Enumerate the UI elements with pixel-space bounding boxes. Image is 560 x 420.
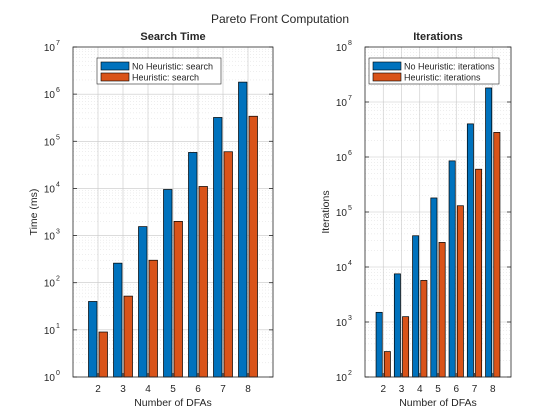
- y-tick-exponent: 6: [348, 150, 352, 157]
- bar-no-heuristic-8: [238, 81, 248, 378]
- x-tick-label: 8: [490, 384, 496, 395]
- bar-heuristic-2: [383, 351, 391, 378]
- figure-title: Pareto Front Computation: [211, 12, 349, 26]
- bar-no-heuristic-8: [485, 87, 493, 378]
- x-tick-label: 2: [380, 384, 386, 395]
- chart-iterations: 10 210 310 410 510 610 710 82 3 4 5 6 7 8IterationsNu…: [320, 31, 512, 409]
- x-tick-label: 7: [472, 384, 478, 395]
- y-axis-label: Time (ms): [28, 189, 40, 236]
- x-tick-label: 6: [453, 384, 459, 395]
- x-tick-label: 8: [245, 384, 251, 395]
- x-tick-label: 3: [399, 384, 405, 395]
- legend-label: No Heuristic: iterations: [404, 62, 495, 72]
- bar-no-heuristic-4: [138, 226, 148, 378]
- y-tick-label: 10: [336, 43, 348, 54]
- y-tick-label: 10: [44, 184, 56, 195]
- y-tick-exponent: 7: [348, 95, 352, 102]
- y-axis-label: Iterations: [320, 190, 332, 233]
- bar-no-heuristic-7: [213, 117, 223, 378]
- y-tick-exponent: 2: [56, 276, 60, 283]
- x-tick-label: 7: [220, 384, 226, 395]
- y-tick-label: 10: [336, 153, 348, 164]
- y-tick-label: 10: [44, 232, 56, 243]
- y-tick-label: 10: [336, 373, 348, 384]
- legend-swatch: [372, 72, 402, 82]
- x-tick-label: 6: [195, 384, 201, 395]
- y-tick-label: 10: [336, 263, 348, 274]
- bar-heuristic-3: [402, 316, 410, 378]
- y-tick-exponent: 4: [348, 260, 352, 267]
- bar-no-heuristic-6: [448, 160, 456, 378]
- panel-title: Search Time: [140, 31, 205, 43]
- bar-no-heuristic-3: [393, 273, 401, 378]
- bar-heuristic-4: [420, 280, 428, 378]
- y-tick-label: 10: [336, 208, 348, 219]
- y-tick-label: 10: [44, 43, 56, 54]
- y-tick-label: 10: [44, 326, 56, 337]
- y-tick-exponent: 7: [56, 40, 60, 47]
- legend-swatch: [372, 61, 402, 71]
- bar-no-heuristic-5: [163, 189, 173, 378]
- bar-heuristic-6: [456, 205, 464, 378]
- y-tick-exponent: 5: [56, 134, 60, 141]
- x-tick-label: 5: [170, 384, 176, 395]
- legend-swatch: [100, 61, 130, 71]
- panel-title: Iterations: [413, 31, 463, 43]
- bar-no-heuristic-4: [412, 235, 420, 378]
- y-tick-exponent: 4: [56, 181, 60, 188]
- bar-heuristic-5: [438, 242, 446, 378]
- bar-heuristic-7: [475, 168, 483, 378]
- y-tick-exponent: 3: [56, 229, 60, 236]
- y-tick-exponent: 3: [348, 315, 352, 322]
- bar-heuristic-8: [248, 115, 258, 378]
- y-tick-label: 10: [336, 318, 348, 329]
- y-tick-label: 10: [44, 373, 56, 384]
- legend-label: No Heuristic: search: [132, 62, 213, 72]
- legend-label: Heuristic: iterations: [404, 73, 481, 83]
- bar-no-heuristic-7: [466, 123, 474, 378]
- bar-no-heuristic-2: [375, 311, 383, 378]
- bar-heuristic-5: [173, 221, 183, 378]
- bar-no-heuristic-2: [88, 301, 98, 378]
- bar-no-heuristic-3: [113, 262, 123, 378]
- y-tick-label: 10: [44, 90, 56, 101]
- y-tick-exponent: 0: [56, 370, 60, 377]
- bar-heuristic-6: [198, 186, 208, 378]
- x-tick-label: 3: [120, 384, 126, 395]
- bar-no-heuristic-5: [430, 197, 438, 378]
- x-tick-label: 4: [145, 384, 151, 395]
- y-tick-exponent: 8: [348, 40, 352, 47]
- x-axis-label: Number of DFAs: [134, 397, 212, 409]
- bar-heuristic-7: [223, 151, 233, 378]
- bar-heuristic-3: [123, 295, 133, 378]
- y-tick-exponent: 6: [56, 87, 60, 94]
- y-tick-exponent: 5: [348, 205, 352, 212]
- x-tick-label: 2: [95, 384, 101, 395]
- legend-swatch: [100, 72, 130, 82]
- x-axis-label: Number of DFAs: [399, 397, 477, 409]
- y-tick-label: 10: [336, 98, 348, 109]
- bar-no-heuristic-6: [188, 152, 198, 378]
- x-tick-label: 4: [417, 384, 423, 395]
- y-tick-label: 10: [44, 279, 56, 290]
- y-tick-label: 10: [44, 137, 56, 148]
- y-tick-exponent: 2: [348, 370, 352, 377]
- y-tick-exponent: 1: [56, 323, 60, 330]
- legend-label: Heuristic: search: [132, 73, 199, 83]
- bar-heuristic-2: [98, 331, 108, 378]
- x-tick-label: 5: [435, 384, 441, 395]
- bar-heuristic-8: [493, 132, 501, 378]
- bar-heuristic-4: [148, 259, 158, 378]
